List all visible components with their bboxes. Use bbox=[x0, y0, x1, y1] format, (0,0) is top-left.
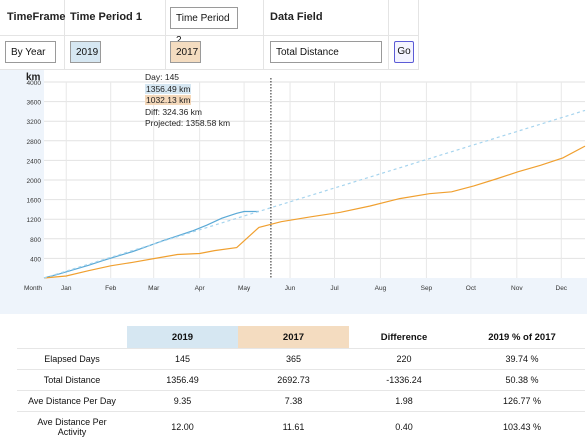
tooltip-2019-value: 1356.49 km bbox=[145, 84, 191, 94]
x-tick-label: May bbox=[238, 285, 251, 292]
x-tick-label: Mar bbox=[148, 285, 160, 292]
row-label-line: Ave Distance Per bbox=[18, 417, 126, 427]
time-period-2-field[interactable]: Time Period 2 bbox=[170, 7, 238, 29]
x-tick-label: Aug bbox=[375, 285, 387, 292]
x-tick-label: Sep bbox=[421, 285, 433, 292]
cell-2019: 9.35 bbox=[127, 391, 238, 412]
tooltip-2017-value: 1032.13 km bbox=[145, 95, 191, 105]
table-row: Total Distance 1356.49 2692.73 -1336.24 … bbox=[17, 370, 585, 391]
divider bbox=[0, 35, 418, 36]
cell-2019: 145 bbox=[127, 349, 238, 370]
header-2017: 2017 bbox=[238, 326, 349, 349]
cell-pct: 39.74 % bbox=[459, 349, 585, 370]
x-axis-band bbox=[0, 278, 587, 314]
row-label: Elapsed Days bbox=[17, 349, 127, 370]
cell-diff: -1336.24 bbox=[349, 370, 459, 391]
x-axis-label: Month bbox=[24, 285, 42, 292]
row-label-line: Activity bbox=[18, 427, 126, 437]
x-tick-label: Oct bbox=[466, 285, 476, 292]
tooltip-day: Day: 145 bbox=[145, 72, 230, 84]
x-tick-label: Jul bbox=[330, 285, 339, 292]
y-tick-label: 1600 bbox=[27, 198, 42, 205]
y-tick-label: 2800 bbox=[27, 139, 42, 146]
cell-2019: 1356.49 bbox=[127, 370, 238, 391]
cell-pct: 126.77 % bbox=[459, 391, 585, 412]
summary-table: 2019 2017 Difference 2019 % of 2017 Elap… bbox=[17, 326, 585, 442]
y-tick-label: 3200 bbox=[27, 119, 42, 126]
data-field-select[interactable]: Total Distance bbox=[270, 41, 382, 63]
tooltip-projected: Projected: 1358.58 km bbox=[145, 118, 230, 130]
cell-2017: 7.38 bbox=[238, 391, 349, 412]
divider bbox=[418, 0, 419, 70]
x-tick-label: Jun bbox=[285, 285, 296, 292]
cell-pct: 50.38 % bbox=[459, 370, 585, 391]
cell-pct: 103.43 % bbox=[459, 412, 585, 442]
summary-header-row: 2019 2017 Difference 2019 % of 2017 bbox=[17, 326, 585, 349]
period-1-input[interactable]: 2019 bbox=[70, 41, 101, 63]
table-row: Ave Distance Per Activity 12.00 11.61 0.… bbox=[17, 412, 585, 442]
cell-diff: 0.40 bbox=[349, 412, 459, 442]
y-tick-label: 3600 bbox=[27, 100, 42, 107]
x-tick-label: Nov bbox=[511, 285, 523, 292]
y-axis-unit: km bbox=[26, 72, 40, 83]
cell-2017: 365 bbox=[238, 349, 349, 370]
row-label: Ave Distance Per Activity bbox=[17, 412, 127, 442]
period-2-input[interactable]: 2017 bbox=[170, 41, 201, 63]
x-tick-label: Apr bbox=[195, 285, 206, 292]
table-row: Elapsed Days 145 365 220 39.74 % bbox=[17, 349, 585, 370]
header-2019: 2019 bbox=[127, 326, 238, 349]
x-tick-label: Dec bbox=[556, 285, 568, 292]
go-button[interactable]: Go bbox=[394, 41, 414, 63]
header-blank bbox=[17, 326, 127, 349]
x-tick-label: Feb bbox=[105, 285, 117, 292]
chart-svg: 40080012001600200024002800320036004000Ja… bbox=[0, 70, 587, 314]
time-period-1-header: Time Period 1 bbox=[70, 0, 142, 35]
cell-2017: 2692.73 bbox=[238, 370, 349, 391]
row-label: Ave Distance Per Day bbox=[17, 391, 127, 412]
cell-2017: 11.61 bbox=[238, 412, 349, 442]
cell-diff: 220 bbox=[349, 349, 459, 370]
y-tick-label: 800 bbox=[30, 237, 41, 244]
y-tick-label: 2000 bbox=[27, 178, 42, 185]
y-tick-label: 2400 bbox=[27, 158, 42, 165]
tooltip-diff: Diff: 324.36 km bbox=[145, 107, 230, 119]
timeframe-header: TimeFrame bbox=[7, 0, 66, 35]
controls-panel: TimeFrame Time Period 1 Time Period 2 Da… bbox=[0, 0, 587, 70]
header-percent: 2019 % of 2017 bbox=[459, 326, 585, 349]
cell-diff: 1.98 bbox=[349, 391, 459, 412]
chart-tooltip: Day: 145 1356.49 km 1032.13 km Diff: 324… bbox=[145, 72, 230, 130]
header-difference: Difference bbox=[349, 326, 459, 349]
data-field-header: Data Field bbox=[270, 0, 323, 35]
table-row: Ave Distance Per Day 9.35 7.38 1.98 126.… bbox=[17, 391, 585, 412]
y-tick-label: 1200 bbox=[27, 217, 42, 224]
cell-2019: 12.00 bbox=[127, 412, 238, 442]
x-tick-label: Jan bbox=[61, 285, 72, 292]
y-tick-label: 400 bbox=[30, 256, 41, 263]
timeframe-select[interactable]: By Year bbox=[5, 41, 56, 63]
row-label: Total Distance bbox=[17, 370, 127, 391]
